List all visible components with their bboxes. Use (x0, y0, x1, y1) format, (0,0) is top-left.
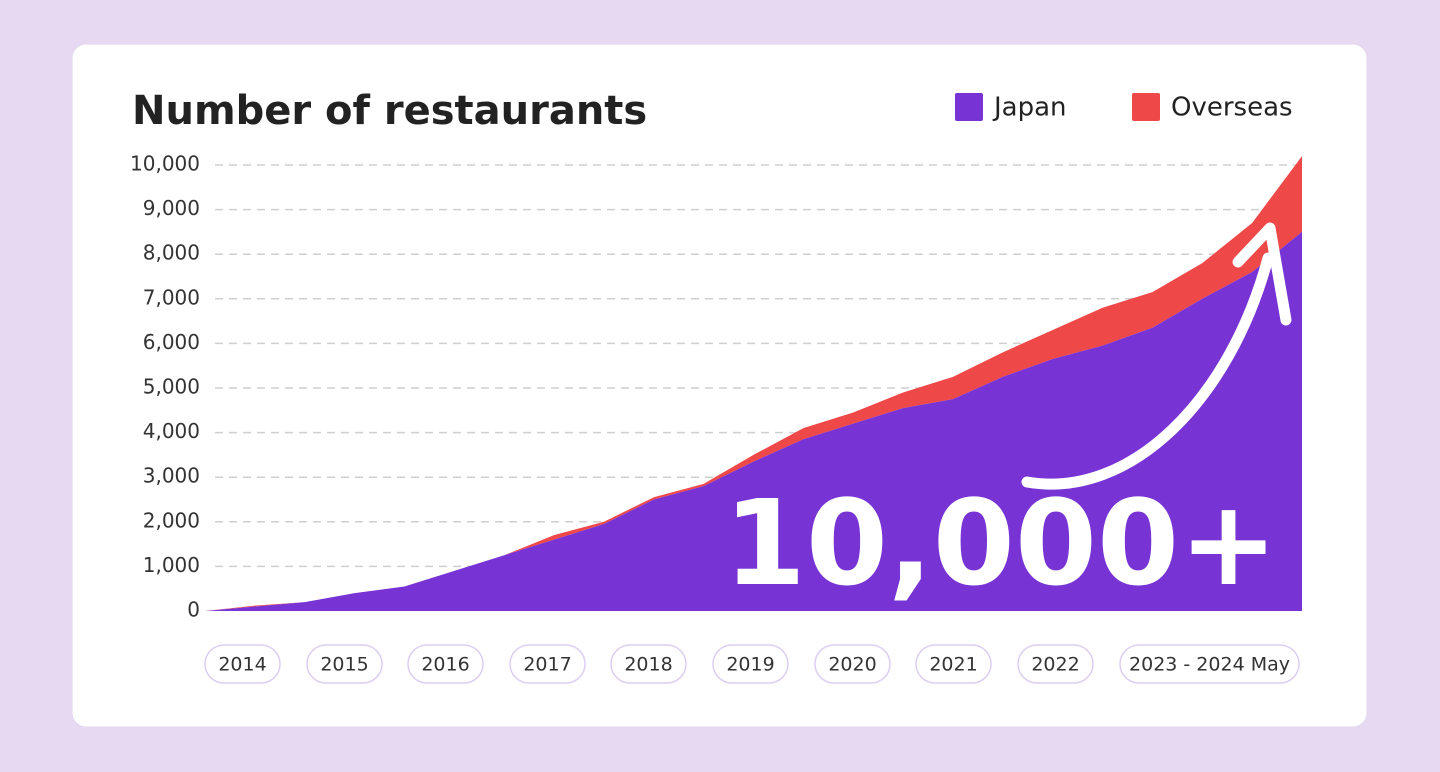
x-tick-label: 2014 (218, 654, 266, 676)
x-tick-label: 2017 (523, 654, 571, 676)
x-tick-label: 2016 (421, 654, 469, 676)
y-tick-label: 0 (187, 598, 200, 622)
area (205, 231, 1302, 611)
y-tick-label: 8,000 (143, 241, 200, 265)
annotation: 10,000+ (724, 474, 1278, 612)
x-pill (915, 644, 992, 684)
x-tick-label: 2021 (929, 654, 977, 676)
x-pill (814, 644, 891, 684)
x-tick-label: 2022 (1031, 654, 1079, 676)
chart-title: Number of restaurants (132, 88, 647, 134)
x-pill (1017, 644, 1094, 684)
y-tick-label: 9,000 (143, 196, 200, 220)
x-tick-label: 2020 (828, 654, 876, 676)
y-tick-label: 7,000 (143, 285, 200, 309)
arrow-head (1232, 222, 1292, 326)
y-tick-label: 4,000 (143, 419, 200, 443)
x-tick-label: 2015 (320, 654, 368, 676)
x-tick-label: 2023 - 2024 May (1129, 654, 1290, 676)
arrow (1021, 252, 1274, 490)
x-pill (712, 644, 789, 684)
y-tick-label: 1,000 (143, 553, 200, 577)
x-pill (509, 644, 586, 684)
y-tick-label: 10,000 (130, 152, 200, 176)
x-pill (204, 644, 281, 684)
x-pill (407, 644, 484, 684)
x-pill (1119, 644, 1300, 684)
legend-swatch (1132, 93, 1160, 121)
x-tick-label: 2019 (726, 654, 774, 676)
x-pill (306, 644, 383, 684)
y-tick-label: 5,000 (143, 375, 200, 399)
legend-label: Overseas (1171, 93, 1293, 123)
legend-label: Japan (992, 93, 1067, 123)
x-pill (610, 644, 687, 684)
y-tick-label: 2,000 (143, 508, 200, 532)
y-tick-label: 3,000 (143, 464, 200, 488)
legend-swatch (955, 93, 983, 121)
x-tick-label: 2018 (624, 654, 672, 676)
y-tick-label: 6,000 (143, 330, 200, 354)
